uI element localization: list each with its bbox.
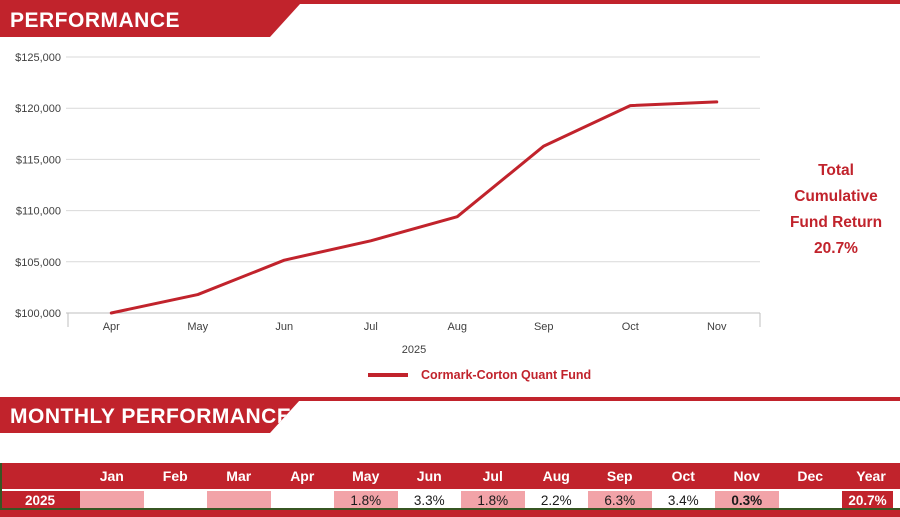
table-bottom-edge — [0, 508, 900, 510]
monthly-performance-table: Jan Feb Mar Apr May Jun Jul Aug Sep Oct … — [0, 463, 900, 510]
top-rule — [0, 0, 900, 4]
month-header-feb: Feb — [162, 468, 188, 484]
month-header-aug: Aug — [542, 468, 570, 484]
cell-2025-jun: 3.3% — [413, 493, 445, 508]
legend-series-label: Cormark-Corton Quant Fund — [421, 368, 592, 382]
page-bottom-bar — [0, 510, 900, 517]
table-header-row: Jan Feb Mar Apr May Jun Jul Aug Sep Oct … — [0, 463, 900, 489]
cell-2025-may: 1.8% — [334, 491, 398, 510]
y-tick-label: $110,000 — [16, 206, 61, 218]
month-header-oct: Oct — [671, 468, 695, 484]
month-header-jul: Jul — [482, 468, 503, 484]
monthly-section-title: MONTHLY PERFORMANCE — [10, 404, 292, 428]
monthly-top-rule — [0, 397, 900, 401]
performance-section-banner: PERFORMANCE — [0, 4, 300, 37]
y-tick-label: $125,000 — [15, 52, 61, 64]
y-tick-label: $115,000 — [16, 154, 61, 166]
total-cumulative-return-callout: Total Cumulative Fund Return 20.7% — [789, 162, 883, 257]
month-header-sep: Sep — [606, 468, 633, 484]
x-tick-label: Nov — [707, 321, 727, 333]
cell-2025-oct: 3.4% — [667, 493, 699, 508]
cell-2025-year-total: 20.7% — [842, 491, 900, 510]
month-header-may: May — [352, 468, 380, 484]
legend-line-swatch — [368, 373, 408, 377]
chart-legend: Cormark-Corton Quant Fund — [368, 368, 591, 382]
cell-2025-mar — [207, 491, 271, 510]
x-tick-label: Apr — [103, 321, 120, 333]
row-label-2025: 2025 — [0, 491, 80, 510]
month-header-jan: Jan — [99, 468, 124, 484]
cell-2025-jan — [80, 491, 144, 510]
monthly-section-banner: MONTHLY PERFORMANCE — [0, 400, 300, 433]
cell-2025-jul: 1.8% — [461, 491, 525, 510]
table-row-2025: 2025 1.8% 3.3% 1.8% 2.2% 6.3% 3.4% 0.3% … — [0, 491, 900, 510]
table-left-edge — [0, 463, 2, 510]
x-tick-label: Sep — [534, 321, 554, 333]
cumulative-return-chart: $100,000 $105,000 $110,000 $115,000 $120,000… — [15, 52, 761, 356]
month-header-nov: Nov — [733, 468, 760, 484]
series-line — [109, 100, 719, 315]
x-tick-label: May — [187, 321, 208, 333]
month-header-apr: Apr — [290, 468, 315, 484]
month-header-dec: Dec — [797, 468, 824, 484]
cell-2025-sep: 6.3% — [588, 491, 652, 510]
performance-section-title: PERFORMANCE — [10, 8, 181, 32]
x-tick-label: Aug — [447, 321, 467, 333]
year-header: Year — [856, 468, 886, 484]
x-tick-label: Jun — [275, 321, 293, 333]
y-tick-label: $120,000 — [15, 103, 61, 115]
cell-2025-nov: 0.3% — [715, 491, 779, 510]
x-axis-year-label: 2025 — [402, 344, 426, 356]
month-header-mar: Mar — [226, 468, 252, 484]
header-corner-cell — [0, 463, 80, 489]
y-tick-label: $105,000 — [15, 257, 61, 269]
month-header-jun: Jun — [416, 468, 442, 484]
x-tick-label: Oct — [622, 321, 639, 333]
y-tick-label: $100,000 — [15, 308, 61, 320]
x-tick-label: Jul — [364, 321, 378, 333]
cell-2025-aug: 2.2% — [540, 493, 572, 508]
